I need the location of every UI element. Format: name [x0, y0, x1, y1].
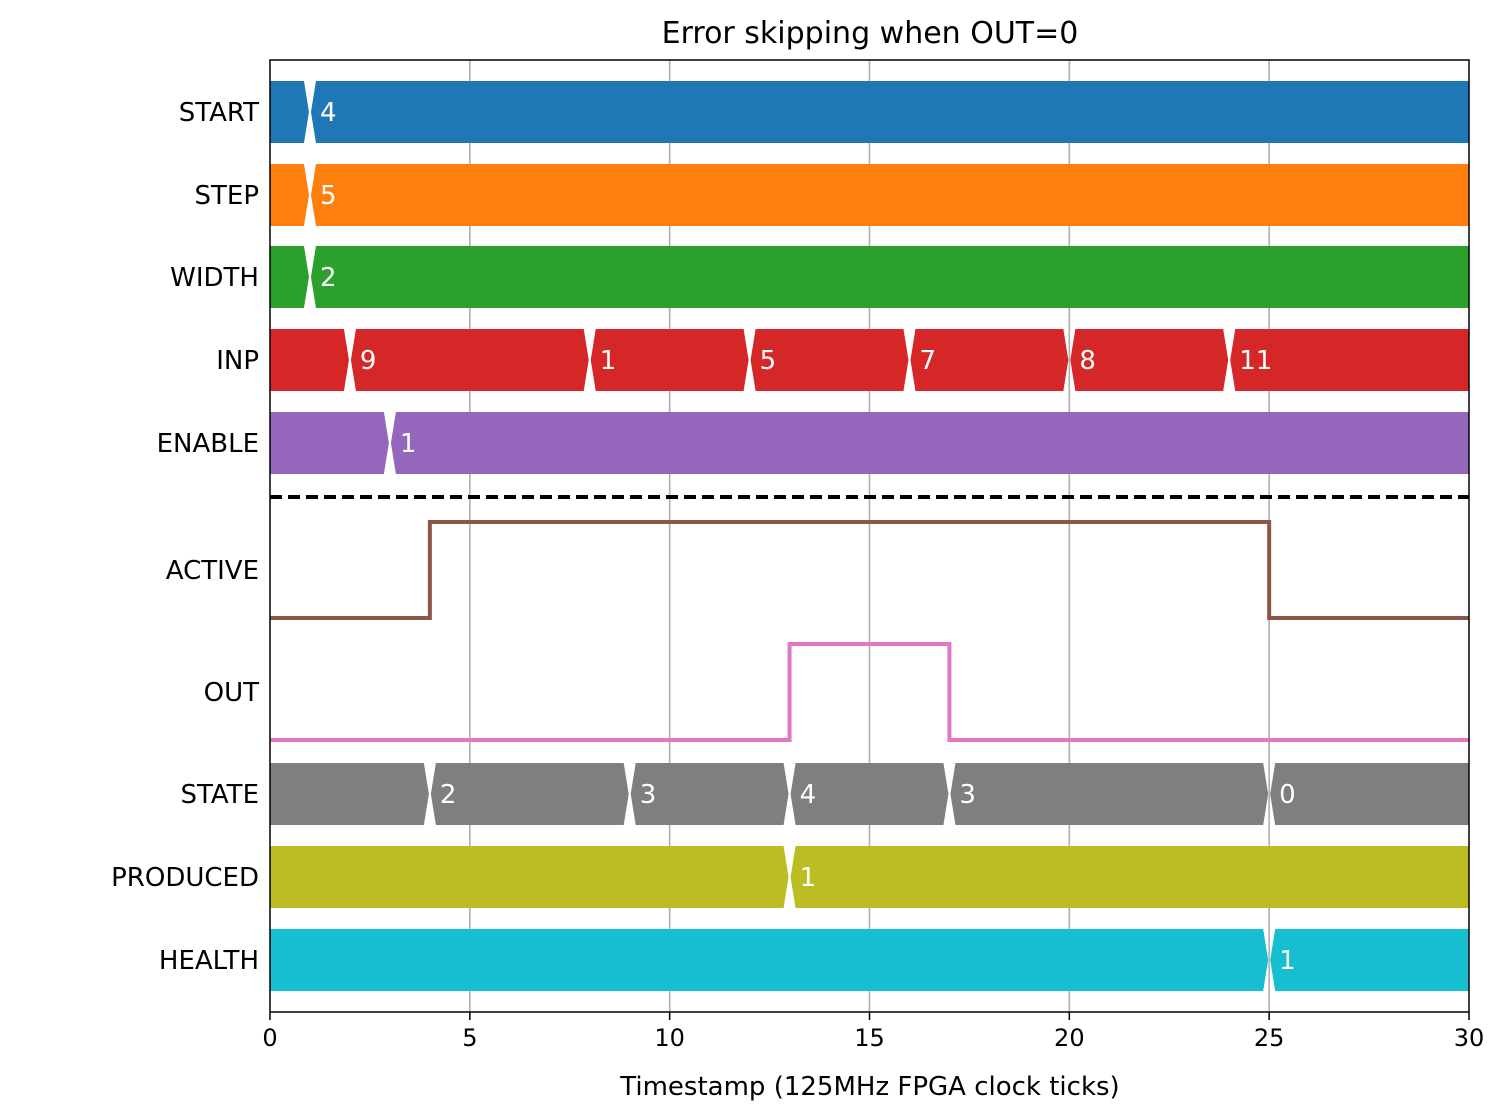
x-tick-label-5: 5	[462, 1024, 477, 1052]
signal-produced: 1	[270, 846, 1469, 908]
bus-segment-width-0	[270, 246, 309, 308]
signal-inp: 9 1 5 7 8 11	[270, 329, 1469, 391]
x-axis-label: Timestamp (125MHz FPGA clock ticks)	[619, 1072, 1119, 1102]
value-label-inp-5: 11	[1239, 346, 1272, 376]
signal-label-state: STATE	[181, 780, 259, 810]
bus-segment-step-1	[310, 164, 1469, 226]
signal-label-active: ACTIVE	[166, 556, 259, 586]
bus-segment-state-1	[430, 763, 629, 825]
value-label-enable-0: 1	[400, 429, 417, 459]
bus-segment-state-3	[790, 763, 949, 825]
signal-label-width: WIDTH	[170, 263, 259, 293]
x-tick-label-20: 20	[1054, 1024, 1085, 1052]
x-tick-label-10: 10	[654, 1024, 685, 1052]
bus-segment-inp-2	[590, 329, 749, 391]
value-label-state-2: 4	[800, 780, 817, 810]
signal-health: 1	[270, 929, 1469, 991]
signal-labels: START STEP WIDTH INP ENABLE ACTIVE OUT STATE PRO…	[111, 98, 259, 976]
chart-title: Error skipping when OUT=0	[662, 16, 1079, 51]
bus-segment-enable-0	[270, 412, 389, 474]
signal-start: 4	[270, 81, 1469, 143]
signal-label-health: HEALTH	[159, 946, 259, 976]
bus-segment-state-2	[630, 763, 789, 825]
value-label-inp-0: 9	[360, 346, 377, 376]
bus-segment-step-0	[270, 164, 309, 226]
value-label-step-0: 5	[320, 181, 337, 211]
value-label-state-3: 3	[959, 780, 976, 810]
value-label-health-0: 1	[1279, 946, 1296, 976]
value-label-produced-0: 1	[800, 863, 817, 893]
x-axis-ticks: 0 5 10 15 20 25 30	[262, 1012, 1484, 1052]
value-label-inp-1: 1	[600, 346, 617, 376]
signal-label-produced: PRODUCED	[111, 863, 259, 893]
signal-enable: 1	[270, 412, 1469, 474]
value-label-state-1: 3	[640, 780, 657, 810]
value-label-start-0: 4	[320, 98, 337, 128]
signal-label-step: STEP	[195, 181, 260, 211]
signal-label-enable: ENABLE	[157, 429, 259, 459]
bus-segment-inp-6	[1230, 329, 1469, 391]
bus-segment-health-1	[1270, 929, 1469, 991]
bus-segment-health-0	[270, 929, 1269, 991]
bus-segment-inp-3	[750, 329, 909, 391]
value-label-inp-4: 8	[1079, 346, 1096, 376]
value-label-inp-3: 7	[919, 346, 936, 376]
bus-segment-inp-4	[910, 329, 1069, 391]
bit-trace-active	[270, 520, 1469, 620]
bus-segment-produced-1	[790, 846, 1469, 908]
value-label-width-0: 2	[320, 263, 337, 293]
signal-step: 5	[270, 164, 1469, 226]
bus-segment-width-1	[310, 246, 1469, 308]
value-label-inp-2: 5	[760, 346, 777, 376]
signal-label-inp: INP	[216, 346, 259, 376]
bit-trace-out	[270, 642, 1469, 742]
bus-segment-inp-5	[1070, 329, 1229, 391]
value-label-state-4: 0	[1279, 780, 1296, 810]
value-label-state-0: 2	[440, 780, 457, 810]
signal-label-out: OUT	[204, 678, 259, 708]
bus-segment-state-4	[950, 763, 1269, 825]
signal-width: 2	[270, 246, 1469, 308]
bus-segment-enable-1	[390, 412, 1469, 474]
signal-label-start: START	[179, 98, 259, 128]
bus-segment-produced-0	[270, 846, 789, 908]
signal-state: 2 3 4 3 0	[270, 763, 1469, 825]
bus-segment-inp-1	[350, 329, 589, 391]
x-tick-label-0: 0	[262, 1024, 277, 1052]
x-tick-label-30: 30	[1454, 1024, 1485, 1052]
signal-out	[270, 642, 1469, 742]
x-tick-label-15: 15	[854, 1024, 885, 1052]
bus-segment-state-5	[1270, 763, 1469, 825]
bus-segment-state-0	[270, 763, 429, 825]
signal-active	[270, 520, 1469, 620]
bus-segment-inp-0	[270, 329, 349, 391]
bus-segment-start-0	[270, 81, 309, 143]
x-tick-label-25: 25	[1254, 1024, 1285, 1052]
bus-segment-start-1	[310, 81, 1469, 143]
